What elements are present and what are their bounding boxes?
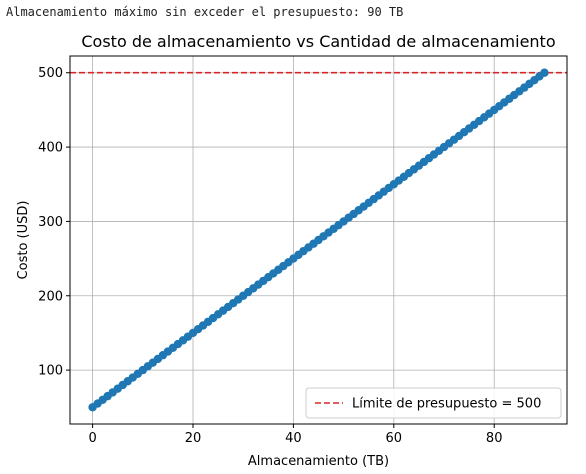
y-axis-label: Costo (USD) <box>16 201 31 280</box>
y-axis-ticks: 100 200 300 400 500 <box>38 66 70 379</box>
data-point-90 <box>540 68 549 77</box>
y-tick-label-3: 400 <box>38 141 63 156</box>
stdout-text: Almacenamiento máximo sin exceder el pre… <box>6 5 404 19</box>
x-tick-label-2: 40 <box>285 431 302 446</box>
legend: Límite de presupuesto = 500 <box>305 387 562 419</box>
x-axis-label: Almacenamiento (TB) <box>248 454 389 469</box>
x-tick-label-4: 80 <box>486 431 503 446</box>
plot-frame <box>69 55 568 425</box>
plot-area: 0 20 40 60 80 100 200 300 400 500 <box>38 55 568 446</box>
y-tick-label-0: 100 <box>38 364 63 379</box>
x-tick-label-3: 60 <box>386 431 403 446</box>
x-axis-ticks: 0 20 40 60 80 <box>88 424 502 446</box>
series-markers <box>88 68 549 412</box>
x-tick-label-1: 20 <box>185 431 202 446</box>
y-tick-label-2: 300 <box>38 215 63 230</box>
y-tick-label-1: 200 <box>38 289 63 304</box>
legend-entry-label: Límite de presupuesto = 500 <box>352 397 541 412</box>
chart-title: Costo de almacenamiento vs Cantidad de a… <box>81 32 555 51</box>
y-tick-label-4: 500 <box>38 66 63 81</box>
x-tick-label-0: 0 <box>88 431 96 446</box>
legend-box <box>305 387 562 419</box>
